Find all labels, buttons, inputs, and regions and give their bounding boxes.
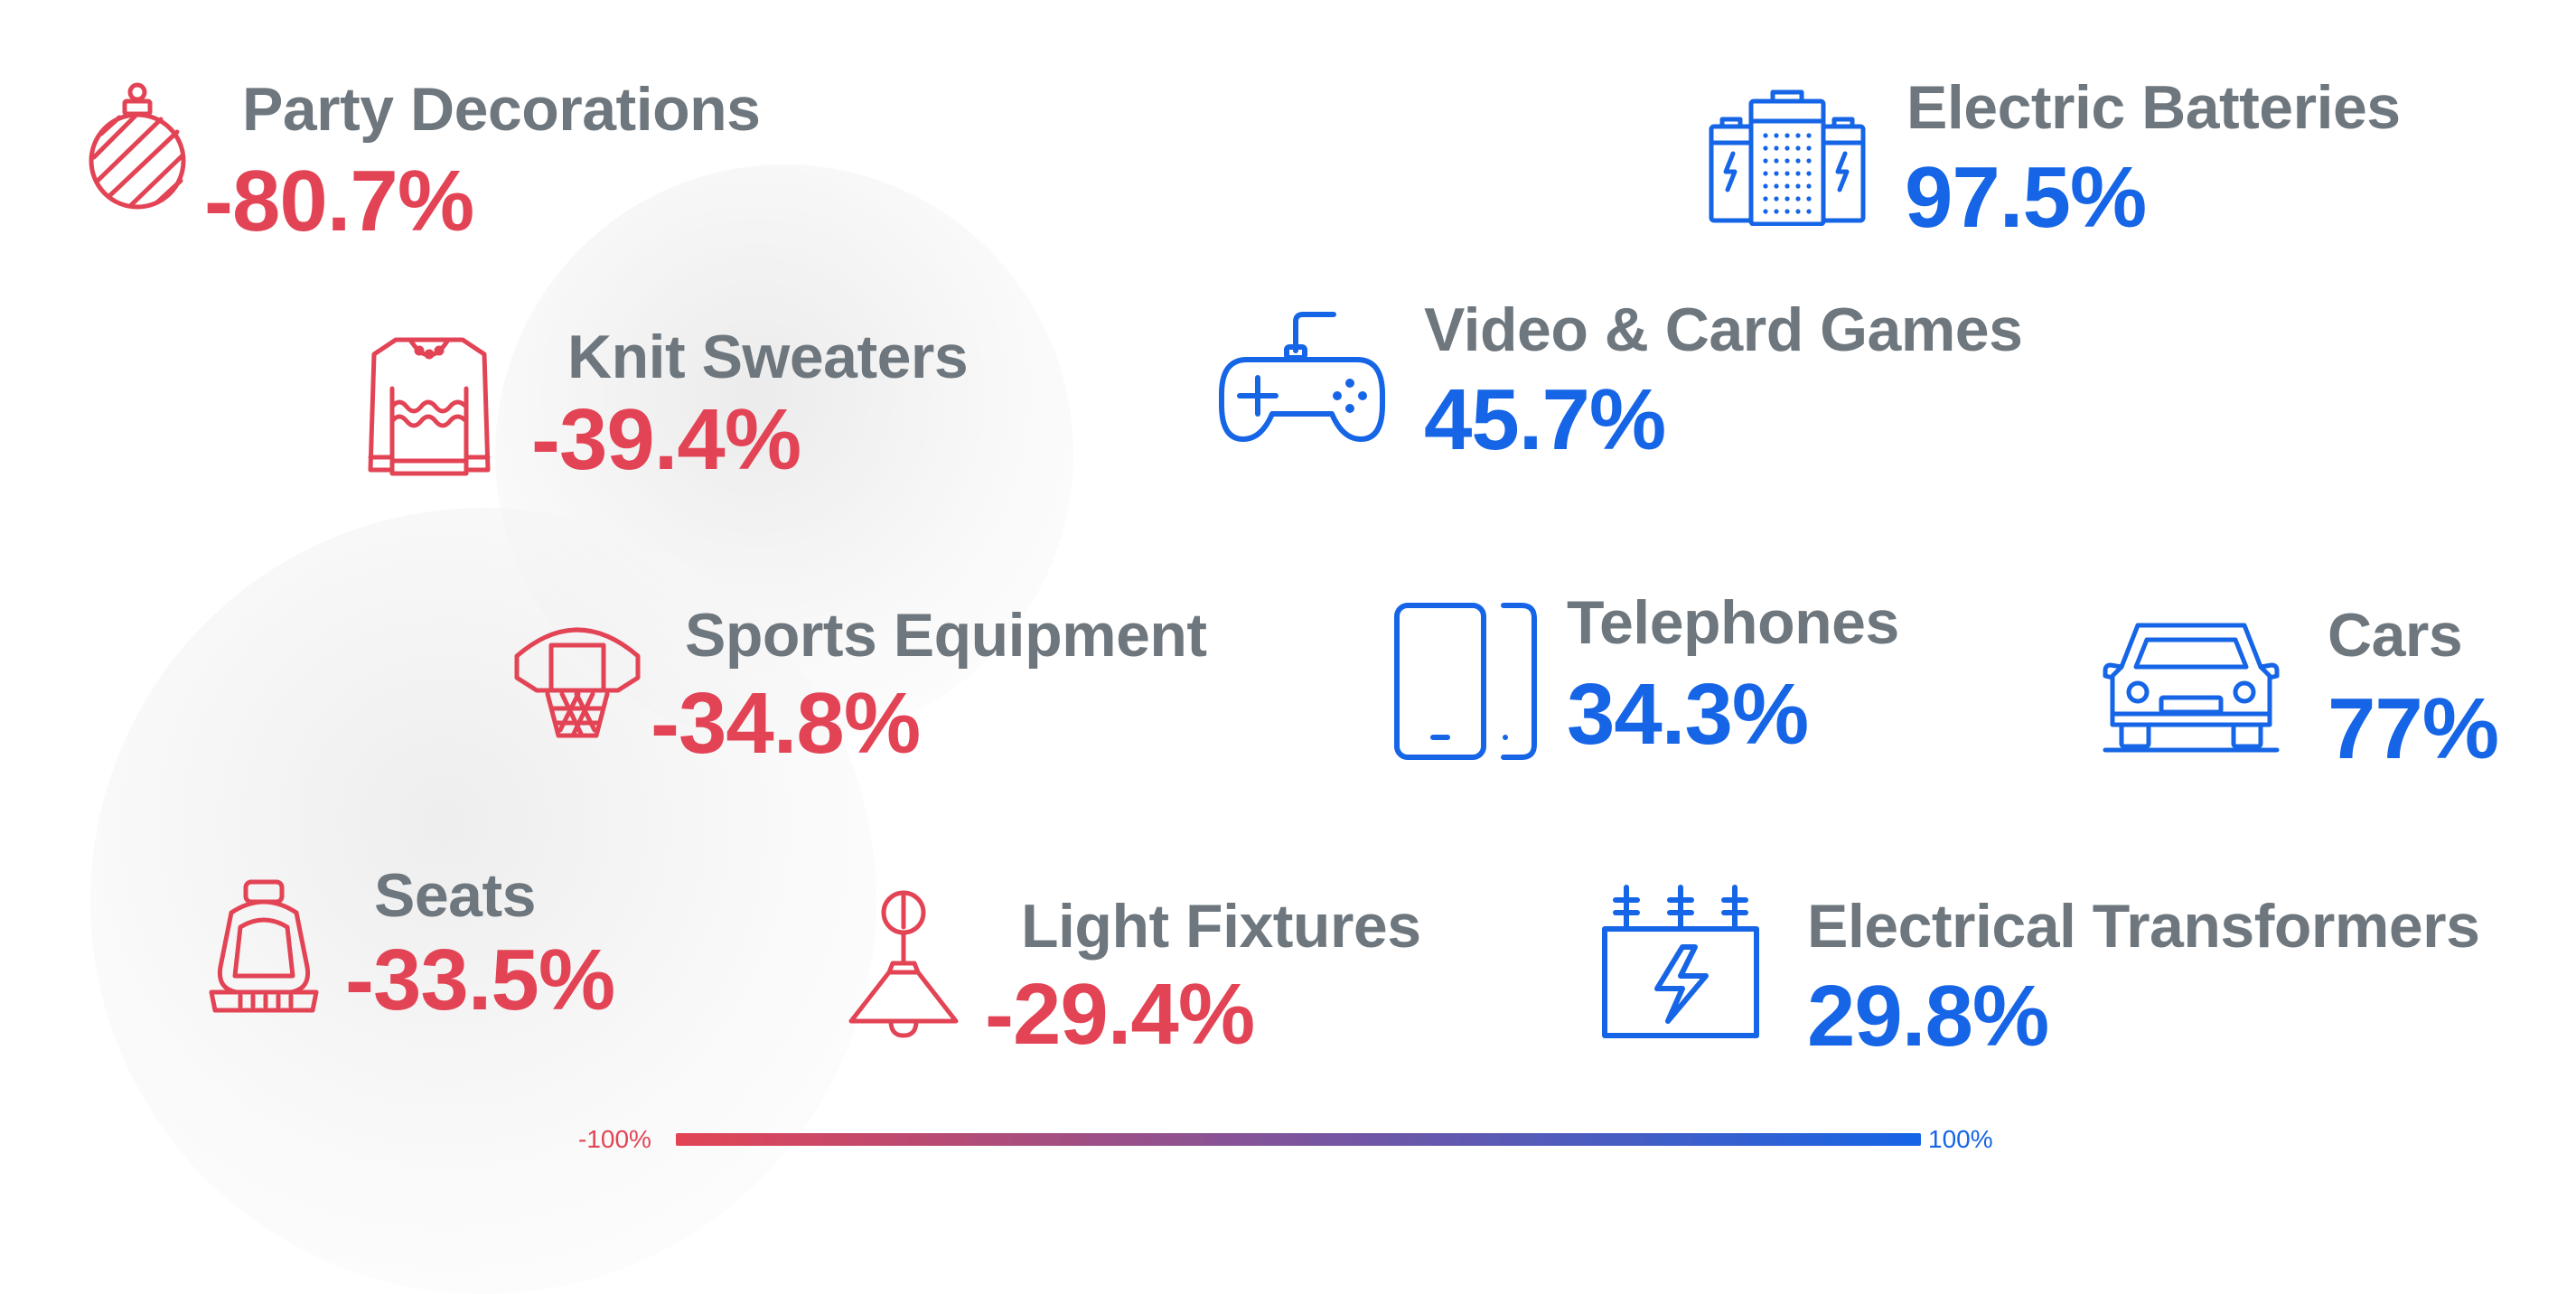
label-party-decorations: Party Decorations <box>242 75 761 144</box>
background-circle-bottom <box>90 508 876 1294</box>
sweater-icon <box>368 337 491 476</box>
label-telephones: Telephones <box>1567 588 1899 657</box>
label-electrical-transformers: Electrical Transformers <box>1807 892 2480 961</box>
label-electric-batteries: Electric Batteries <box>1906 73 2401 142</box>
value-cars: 77% <box>2328 680 2499 777</box>
value-knit-sweaters: -39.4% <box>531 391 801 488</box>
value-light-fixtures: -29.4% <box>985 966 1255 1063</box>
value-electrical-transformers: 29.8% <box>1807 968 2049 1064</box>
value-video-card-games: 45.7% <box>1424 371 1666 468</box>
label-cars: Cars <box>2328 601 2463 670</box>
transformer-icon <box>1602 885 1759 1038</box>
batteries-icon <box>1709 89 1866 226</box>
smartphone-icon <box>1394 603 1537 760</box>
ornament-icon <box>89 82 186 210</box>
value-seats: -33.5% <box>345 932 615 1028</box>
label-light-fixtures: Light Fixtures <box>1021 892 1421 961</box>
label-knit-sweaters: Knit Sweaters <box>567 323 969 391</box>
basketball-hoop-icon <box>514 627 641 738</box>
value-telephones: 34.3% <box>1567 666 1809 763</box>
scale-min-label: -100% <box>578 1125 651 1153</box>
value-sports-equipment: -34.8% <box>651 675 921 772</box>
car-icon <box>2103 623 2280 753</box>
scale-max-label: 100% <box>1928 1125 1993 1153</box>
scale-gradient-bar <box>676 1133 1921 1146</box>
value-party-decorations: -80.7% <box>204 153 474 249</box>
gamepad-icon <box>1219 312 1385 442</box>
label-sports-equipment: Sports Equipment <box>685 601 1207 670</box>
seat-icon <box>209 879 319 1013</box>
pendant-lamp-icon <box>848 890 959 1038</box>
label-seats: Seats <box>374 861 536 930</box>
value-electric-batteries: 97.5% <box>1905 149 2147 246</box>
label-video-card-games: Video & Card Games <box>1424 295 2023 364</box>
